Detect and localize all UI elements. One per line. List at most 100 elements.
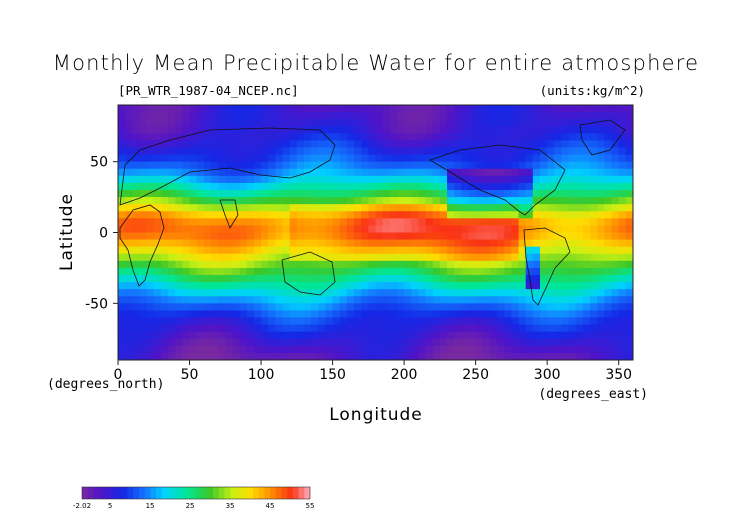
heatmap-cell — [389, 168, 398, 177]
heatmap-cell — [411, 239, 419, 248]
heatmap-cell — [425, 119, 434, 127]
heatmap-cell — [582, 303, 591, 311]
heatmap-cell — [418, 105, 427, 113]
heatmap-cell — [625, 289, 634, 297]
heatmap-cell — [625, 345, 634, 354]
heatmap-cell — [525, 246, 534, 255]
heatmap-cell — [296, 310, 305, 318]
heatmap-cell — [332, 154, 341, 163]
heatmap-cell — [361, 317, 369, 326]
heatmap-cell — [225, 289, 233, 297]
heatmap-cell — [604, 190, 613, 198]
heatmap-cell — [332, 310, 341, 318]
heatmap-cell — [318, 190, 326, 198]
heatmap-cell — [518, 275, 527, 283]
heatmap-cell — [346, 246, 355, 255]
heatmap-cell — [332, 331, 341, 340]
heatmap-cell — [611, 275, 620, 283]
heatmap-cell — [611, 232, 620, 241]
heatmap-cell — [411, 161, 419, 170]
heatmap-cell — [511, 119, 520, 127]
heatmap-cell — [346, 154, 355, 163]
heatmap-cell — [339, 232, 348, 241]
heatmap-cell — [253, 225, 262, 233]
heatmap-cell — [132, 352, 140, 361]
heatmap-cell — [432, 175, 441, 184]
heatmap-cell — [339, 352, 348, 361]
heatmap-cell — [625, 282, 634, 290]
heatmap-cell — [389, 197, 398, 205]
heatmap-cell — [540, 260, 548, 269]
heatmap-cell — [368, 345, 376, 354]
heatmap-cell — [153, 175, 162, 184]
heatmap-cell — [168, 260, 176, 269]
heatmap-cell — [246, 204, 255, 212]
heatmap-cell — [189, 338, 198, 347]
heatmap-cell — [518, 105, 527, 113]
heatmap-cell — [504, 112, 512, 120]
heatmap-cell — [396, 275, 405, 283]
heatmap-cell — [532, 345, 541, 354]
heatmap-cell — [289, 225, 298, 233]
heatmap-cell — [196, 303, 205, 311]
heatmap-cell — [218, 267, 226, 276]
heatmap-cell — [311, 147, 319, 156]
heatmap-cell — [261, 161, 269, 170]
heatmap-cell — [189, 105, 198, 113]
heatmap-cell — [511, 310, 520, 318]
heatmap-cell — [239, 105, 248, 113]
heatmap-cell — [318, 197, 326, 205]
heatmap-cell — [225, 345, 233, 354]
heatmap-cell — [525, 161, 534, 170]
heatmap-cell — [518, 119, 527, 127]
heatmap-cell — [146, 352, 155, 361]
heatmap-cell — [289, 303, 298, 311]
heatmap-cell — [325, 260, 334, 269]
heatmap-cell — [303, 282, 312, 290]
heatmap-cell — [139, 182, 148, 191]
heatmap-cell — [210, 324, 219, 333]
heatmap-cell — [389, 154, 398, 163]
heatmap-cell — [325, 239, 334, 248]
heatmap-cell — [382, 119, 391, 127]
heatmap-cell — [547, 324, 555, 333]
heatmap-cell — [518, 204, 527, 212]
heatmap-cell — [132, 232, 140, 241]
heatmap-cell — [418, 275, 427, 283]
colorbar-swatch — [281, 487, 288, 499]
heatmap-cell — [196, 282, 205, 290]
heatmap-cell — [282, 225, 291, 233]
heatmap-cell — [268, 168, 276, 177]
units-label: (units:kg/m^2) — [540, 83, 645, 98]
heatmap-cell — [189, 197, 198, 205]
heatmap-cell — [540, 345, 548, 354]
heatmap-cell — [468, 140, 477, 148]
heatmap-cell — [489, 338, 498, 347]
heatmap-cell — [547, 246, 555, 255]
heatmap-cell — [239, 168, 248, 177]
heatmap-cell — [225, 126, 233, 134]
heatmap-cell — [532, 182, 541, 191]
heatmap-cell — [268, 140, 276, 148]
heatmap-cell — [554, 232, 562, 241]
heatmap-cell — [210, 161, 219, 170]
heatmap-cell — [518, 133, 527, 141]
heatmap-cell — [561, 232, 570, 241]
heatmap-cell — [468, 345, 477, 354]
heatmap-cell — [482, 154, 491, 163]
heatmap-cell — [339, 119, 348, 127]
heatmap-cell — [296, 211, 305, 219]
heatmap-cell — [318, 232, 326, 241]
heatmap-cell — [404, 218, 412, 226]
heatmap-cell — [275, 225, 284, 233]
heatmap-cell — [575, 260, 584, 269]
heatmap-cell — [332, 232, 341, 241]
heatmap-cell — [318, 182, 326, 191]
heatmap-cell — [525, 133, 534, 141]
colorbar-swatch — [121, 487, 128, 499]
heatmap-cell — [175, 211, 183, 219]
heatmap-cell — [296, 161, 305, 170]
heatmap-cell — [232, 303, 241, 311]
heatmap-cell — [497, 182, 505, 191]
heatmap-cell — [590, 190, 598, 198]
